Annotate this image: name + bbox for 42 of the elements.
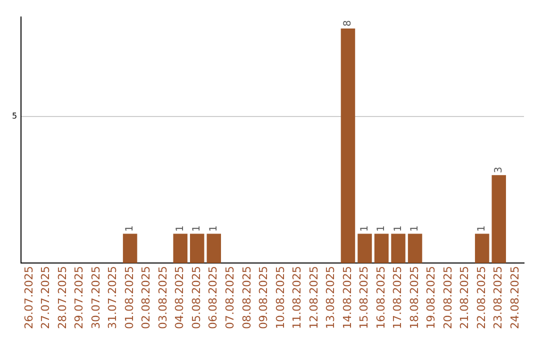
data-label: 1 xyxy=(174,225,186,232)
x-tick-label: 06.08.2025 xyxy=(206,266,220,330)
data-label: 1 xyxy=(124,225,136,232)
x-tick-label: 22.08.2025 xyxy=(474,266,488,330)
x-tick-label: 13.08.2025 xyxy=(324,266,338,330)
data-label: 1 xyxy=(410,225,421,232)
x-tick-label: 27.07.2025 xyxy=(39,266,52,330)
data-label: 1 xyxy=(476,225,488,232)
x-tick-label: 15.08.2025 xyxy=(358,266,371,330)
data-label: 1 xyxy=(192,225,203,232)
x-tick-label: 16.08.2025 xyxy=(374,266,388,330)
x-tick-label: 18.08.2025 xyxy=(408,266,421,330)
x-tick-label: 17.08.2025 xyxy=(391,266,404,330)
x-tick-label: 02.08.2025 xyxy=(140,266,153,330)
x-tick-label: 01.08.2025 xyxy=(122,266,136,330)
x-tick-label: 20.08.2025 xyxy=(441,266,454,330)
x-tick-label: 11.08.2025 xyxy=(290,266,304,330)
x-tick-label: 28.07.2025 xyxy=(56,266,69,330)
x-tick-label: 07.08.2025 xyxy=(223,266,236,330)
x-tick-label: 08.08.2025 xyxy=(240,266,254,330)
x-tick-label: 19.08.2025 xyxy=(424,266,438,330)
x-tick-label: 09.08.2025 xyxy=(257,266,270,330)
x-tick-label: 03.08.2025 xyxy=(156,266,170,330)
data-label: 1 xyxy=(208,225,220,232)
x-tick-label: 29.07.2025 xyxy=(72,266,86,330)
data-label: 1 xyxy=(376,225,388,232)
x-tick-label: 23.08.2025 xyxy=(492,266,505,330)
data-label: 1 xyxy=(392,225,404,232)
x-tick-label: 30.07.2025 xyxy=(89,266,102,330)
x-tick-label: 04.08.2025 xyxy=(173,266,186,330)
data-label: 3 xyxy=(493,166,504,174)
data-label: 1 xyxy=(359,225,370,232)
data-label: 8 xyxy=(342,20,354,27)
x-tick-label: 12.08.2025 xyxy=(307,266,320,330)
x-tick-label: 05.08.2025 xyxy=(190,266,203,330)
x-tick-label: 26.07.2025 xyxy=(22,266,36,330)
x-tick-label: 24.08.2025 xyxy=(508,266,522,330)
y-tick-label: 5 xyxy=(12,112,18,121)
x-tick-label: 14.08.2025 xyxy=(340,266,354,330)
x-tick-label: 10.08.2025 xyxy=(274,266,287,330)
x-tick-label: 21.08.2025 xyxy=(458,266,472,330)
x-tick-label: 31.07.2025 xyxy=(106,266,120,330)
